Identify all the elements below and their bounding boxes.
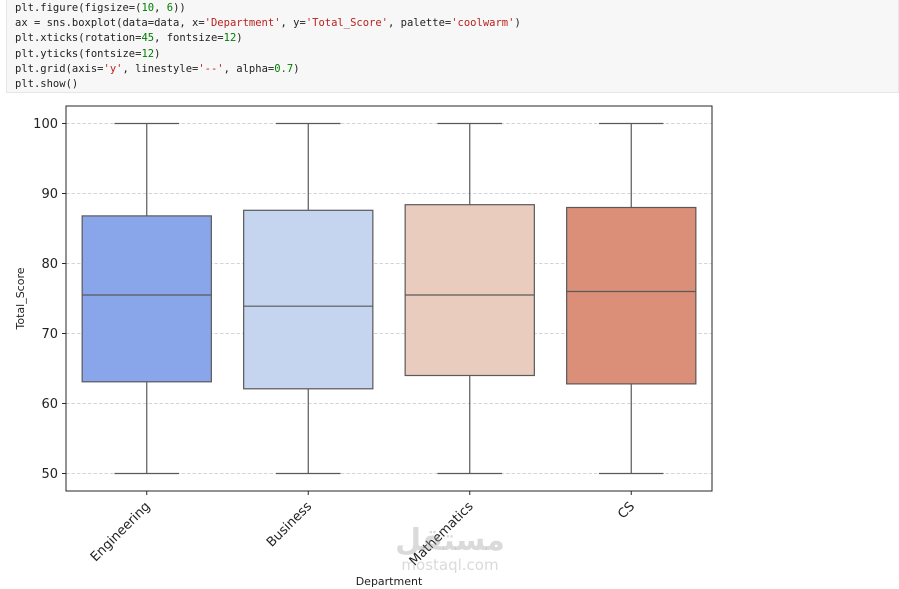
box-mathematics	[404, 204, 535, 377]
y-tick-label: 90	[41, 187, 58, 202]
code-token: )	[154, 47, 161, 60]
code-token: 45	[141, 32, 155, 45]
code-token: , fontsize=	[154, 32, 224, 45]
code-line: plt.show()	[15, 77, 521, 92]
code-token: 12	[141, 47, 155, 60]
box-cs	[566, 206, 697, 385]
y-tick-label: 70	[41, 327, 58, 342]
code-token: 'Total_Score'	[305, 17, 388, 30]
code-line: plt.grid(axis='y', linestyle='--', alpha…	[15, 62, 521, 77]
code-token: , y=	[280, 17, 306, 30]
code-line: ax = sns.boxplot(data=data, x='Departmen…	[15, 16, 521, 31]
boxplot-figure: 50 60 70 80 90 100 Engineering Business Mathemat…	[0, 93, 899, 589]
y-tick-label: 60	[41, 397, 58, 412]
watermark-logo: مستقل	[395, 523, 505, 558]
code-token: 'coolwarm'	[451, 17, 515, 30]
code-token: , linestyle=	[122, 62, 199, 75]
x-tick-label: Business	[264, 499, 315, 550]
code-token: , alpha=	[223, 62, 275, 75]
box-business	[243, 209, 374, 390]
code-token: plt.show()	[15, 78, 79, 91]
code-line: plt.figure(figsize=(10, 6))	[15, 1, 521, 16]
axes-frame	[65, 105, 713, 492]
code-line: plt.xticks(rotation=45, fontsize=12)	[15, 31, 521, 46]
box-engineering	[81, 215, 212, 383]
code-token: 'Department'	[204, 17, 281, 30]
code-token: )	[293, 62, 300, 75]
y-tick-label: 100	[33, 117, 58, 132]
code-token: 'y'	[103, 62, 123, 75]
code-token: )	[514, 17, 521, 30]
code-token: , palette=	[388, 17, 452, 30]
y-tick-label: 80	[41, 257, 58, 272]
code-token: ax = sns.boxplot(data=data, x=	[15, 17, 205, 30]
code-token: '--'	[198, 62, 224, 75]
y-tick-label: 50	[41, 467, 58, 482]
y-axis-label: Total_Score	[14, 267, 27, 330]
code-token: plt.figure(figsize=(	[15, 2, 142, 14]
code-token: plt.xticks(rotation=	[15, 32, 142, 45]
code-line: plt.yticks(fontsize=12)	[15, 47, 521, 62]
code-token: )	[236, 32, 243, 45]
code-token: ))	[173, 2, 186, 14]
x-tick-label: CS	[615, 499, 638, 522]
watermark: مستقل mostaql.com	[395, 523, 505, 574]
x-axis-label: Department	[356, 575, 423, 588]
code-token: 6	[166, 2, 174, 14]
code-token: plt.grid(axis=	[15, 62, 104, 75]
x-tick-label: Engineering	[88, 499, 154, 565]
code-token: 0.7	[274, 62, 294, 75]
watermark-site: mostaql.com	[401, 556, 499, 574]
code-token: plt.yticks(fontsize=	[15, 47, 142, 60]
code-editor[interactable]: plt.figure(figsize=(10, 6)) ax = sns.boxp…	[15, 1, 521, 92]
code-token: 10	[141, 2, 155, 14]
code-cell[interactable]: plt.figure(figsize=(10, 6)) ax = sns.boxp…	[6, 0, 899, 93]
code-token: ,	[154, 2, 167, 14]
code-token: 12	[223, 32, 237, 45]
